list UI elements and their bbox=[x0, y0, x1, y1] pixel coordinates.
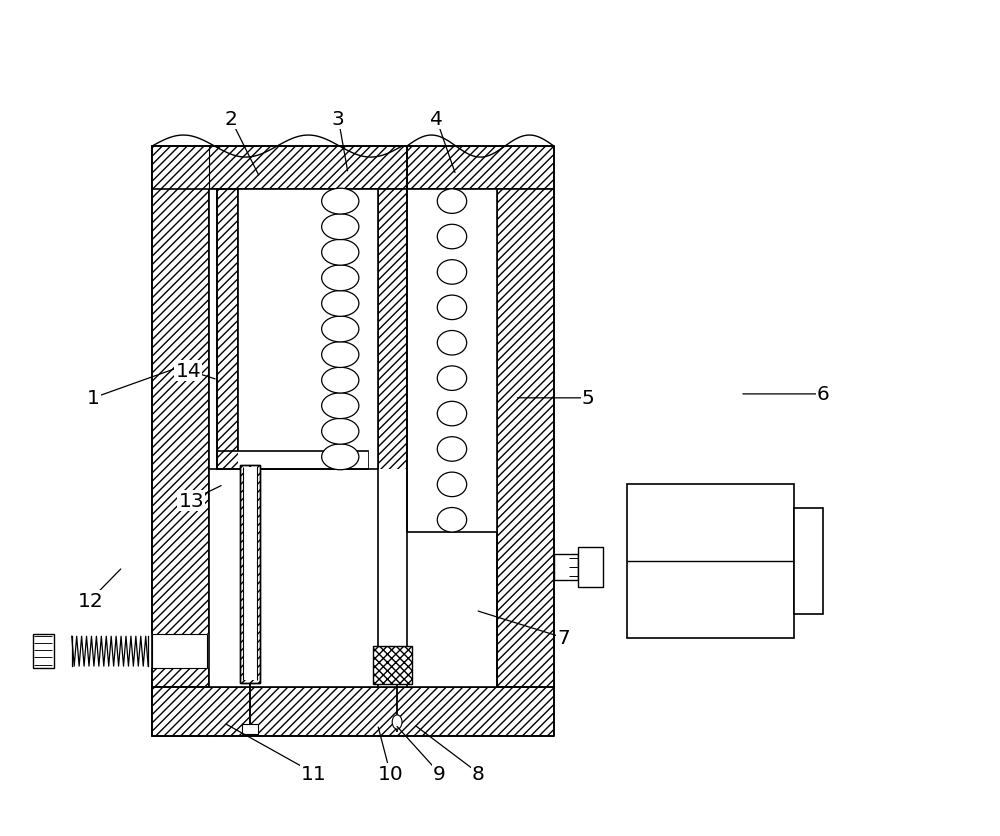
Text: 11: 11 bbox=[301, 764, 327, 782]
Bar bbox=[554, 554, 578, 581]
Ellipse shape bbox=[437, 331, 467, 355]
Bar bbox=[240, 465, 260, 683]
Ellipse shape bbox=[437, 437, 467, 461]
Bar bbox=[152, 686, 554, 737]
Bar bbox=[242, 725, 258, 734]
Ellipse shape bbox=[437, 472, 467, 497]
Text: 9: 9 bbox=[433, 764, 446, 782]
Text: 2: 2 bbox=[224, 110, 237, 129]
Bar bbox=[373, 646, 412, 685]
Bar bbox=[152, 147, 407, 190]
Ellipse shape bbox=[437, 366, 467, 391]
Ellipse shape bbox=[322, 445, 359, 470]
Text: 12: 12 bbox=[77, 591, 103, 609]
Text: 8: 8 bbox=[472, 764, 485, 782]
Ellipse shape bbox=[392, 715, 402, 729]
Ellipse shape bbox=[322, 266, 359, 292]
Bar bbox=[238, 451, 368, 469]
Bar bbox=[627, 485, 794, 638]
Ellipse shape bbox=[437, 190, 467, 214]
Text: 7: 7 bbox=[557, 629, 570, 648]
Ellipse shape bbox=[322, 393, 359, 419]
Bar bbox=[150, 634, 211, 669]
Ellipse shape bbox=[437, 402, 467, 426]
Bar bbox=[33, 634, 54, 669]
Ellipse shape bbox=[437, 508, 467, 533]
Ellipse shape bbox=[322, 317, 359, 343]
Ellipse shape bbox=[322, 342, 359, 368]
Bar bbox=[578, 547, 603, 588]
Ellipse shape bbox=[322, 368, 359, 394]
Text: 13: 13 bbox=[178, 491, 204, 510]
Bar bbox=[794, 508, 823, 614]
Bar bbox=[217, 451, 368, 469]
Text: 14: 14 bbox=[175, 361, 201, 380]
Ellipse shape bbox=[437, 225, 467, 249]
Bar bbox=[209, 190, 378, 469]
Ellipse shape bbox=[322, 291, 359, 317]
Text: 1: 1 bbox=[87, 389, 100, 408]
Text: 6: 6 bbox=[817, 385, 830, 404]
Text: 5: 5 bbox=[582, 389, 595, 408]
Ellipse shape bbox=[437, 296, 467, 320]
Ellipse shape bbox=[322, 189, 359, 215]
Bar bbox=[152, 147, 209, 737]
Bar bbox=[217, 190, 238, 469]
Ellipse shape bbox=[322, 419, 359, 445]
Bar bbox=[497, 190, 554, 686]
Ellipse shape bbox=[322, 240, 359, 266]
Bar bbox=[238, 190, 368, 451]
Bar bbox=[243, 467, 257, 681]
Text: 4: 4 bbox=[430, 110, 443, 129]
Text: 3: 3 bbox=[332, 110, 345, 129]
Ellipse shape bbox=[322, 215, 359, 240]
Bar bbox=[407, 190, 497, 532]
Bar bbox=[209, 469, 497, 686]
Bar bbox=[378, 190, 407, 686]
Text: 10: 10 bbox=[377, 764, 403, 782]
Ellipse shape bbox=[437, 260, 467, 285]
Bar bbox=[407, 147, 554, 190]
